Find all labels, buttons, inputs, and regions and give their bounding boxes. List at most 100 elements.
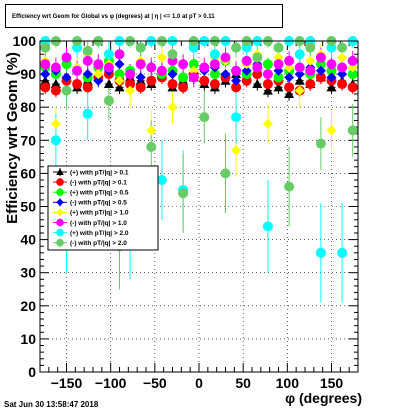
- data-point: [146, 125, 157, 136]
- data-point: [40, 42, 51, 53]
- x-tick-label: 0: [195, 375, 203, 391]
- data-point: [326, 72, 337, 83]
- data-point: [72, 65, 83, 76]
- data-point: [284, 88, 295, 98]
- data-point: [82, 69, 93, 80]
- data-point: [188, 59, 199, 70]
- x-tick-label: 100: [276, 375, 300, 391]
- data-point: [135, 82, 146, 93]
- data-point: [82, 108, 93, 119]
- data-point: [209, 69, 220, 80]
- data-point: [315, 138, 326, 149]
- legend-marker: [56, 218, 64, 227]
- data-point: [273, 59, 284, 70]
- data-point: [231, 42, 242, 53]
- data-point: [146, 141, 157, 152]
- data-point: [93, 75, 104, 86]
- data-point: [305, 79, 316, 90]
- data-point: [40, 75, 51, 85]
- data-point: [252, 79, 263, 89]
- data-point: [178, 82, 189, 93]
- y-tick-label: 70: [20, 132, 36, 148]
- data-point: [273, 42, 284, 53]
- data-point: [294, 85, 305, 96]
- data-point: [135, 59, 146, 70]
- data-point: [199, 62, 210, 73]
- data-point: [178, 188, 189, 199]
- data-point: [93, 59, 104, 70]
- data-point: [103, 95, 114, 106]
- data-point: [347, 125, 358, 136]
- data-point: [294, 62, 305, 73]
- data-point: [156, 65, 167, 76]
- legend-marker: [56, 178, 64, 186]
- data-point: [326, 125, 337, 136]
- data-point: [103, 62, 114, 73]
- x-tick-label: −50: [143, 375, 167, 391]
- data-point: [50, 135, 61, 146]
- data-point: [252, 52, 263, 63]
- data-point: [284, 82, 295, 93]
- data-point: [315, 65, 326, 76]
- legend-marker: [56, 168, 64, 176]
- data-point: [209, 79, 220, 90]
- data-point: [93, 69, 104, 80]
- data-point: [40, 59, 51, 70]
- data-point: [209, 49, 220, 60]
- data-point: [241, 65, 252, 76]
- x-tick-label: 150: [320, 375, 344, 391]
- data-point: [167, 49, 178, 60]
- data-point: [305, 42, 316, 53]
- data-point: [61, 72, 72, 83]
- data-point: [262, 79, 273, 90]
- legend-entry: (-) with pT/|q| > 1.0: [70, 220, 127, 227]
- data-point: [114, 82, 125, 92]
- data-point: [188, 72, 199, 83]
- data-point: [337, 247, 348, 258]
- legend-entry: (+) with pT/|q| > 0.1: [70, 169, 129, 176]
- legend-marker: [56, 238, 64, 247]
- data-point: [199, 75, 210, 86]
- data-point: [337, 42, 348, 53]
- y-tick-label: 30: [20, 265, 36, 281]
- legend-entry: (+) with pT/|q| > 1.0: [70, 210, 129, 217]
- y-tick-label: 90: [20, 66, 36, 82]
- date-stamp: Sat Jun 30 13:58:47 2018: [4, 400, 99, 409]
- data-point: [220, 69, 231, 80]
- legend-entry: (+) with pT/|q| > 0.5: [70, 190, 129, 197]
- data-point: [294, 75, 305, 85]
- data-point: [114, 75, 125, 86]
- legend-box: [47, 165, 159, 251]
- data-point: [167, 102, 178, 113]
- chart-title: Efficiency wrt Geom for Global vs φ (deg…: [5, 4, 283, 28]
- legend-entry: (-) with pT/|q| > 2.0: [70, 240, 127, 247]
- data-point: [241, 55, 252, 66]
- data-point: [209, 59, 220, 70]
- data-point: [50, 62, 61, 73]
- legend-marker: [56, 188, 64, 196]
- x-tick-label: 50: [235, 375, 251, 391]
- data-point: [284, 55, 295, 66]
- x-axis-label: φ (degrees): [285, 390, 362, 406]
- data-point: [220, 168, 231, 179]
- data-point: [61, 85, 72, 96]
- data-point: [284, 181, 295, 192]
- data-point: [50, 118, 61, 129]
- data-point: [82, 55, 93, 66]
- y-axis-label: Efficiency wrt Geom (%): [4, 52, 21, 224]
- data-point: [315, 247, 326, 258]
- data-point: [262, 59, 273, 70]
- y-tick-label: 0: [28, 364, 36, 380]
- data-point: [50, 79, 61, 89]
- data-point: [294, 49, 305, 60]
- legend-marker: [56, 208, 64, 217]
- data-point: [305, 55, 316, 66]
- data-point: [40, 69, 51, 80]
- data-point: [273, 72, 284, 83]
- data-point: [135, 42, 146, 53]
- data-point: [273, 82, 284, 92]
- data-point: [347, 69, 358, 80]
- data-point: [262, 118, 273, 129]
- data-point: [337, 62, 348, 73]
- legend-entry: (+) with pT/|q| > 2.0: [70, 230, 129, 237]
